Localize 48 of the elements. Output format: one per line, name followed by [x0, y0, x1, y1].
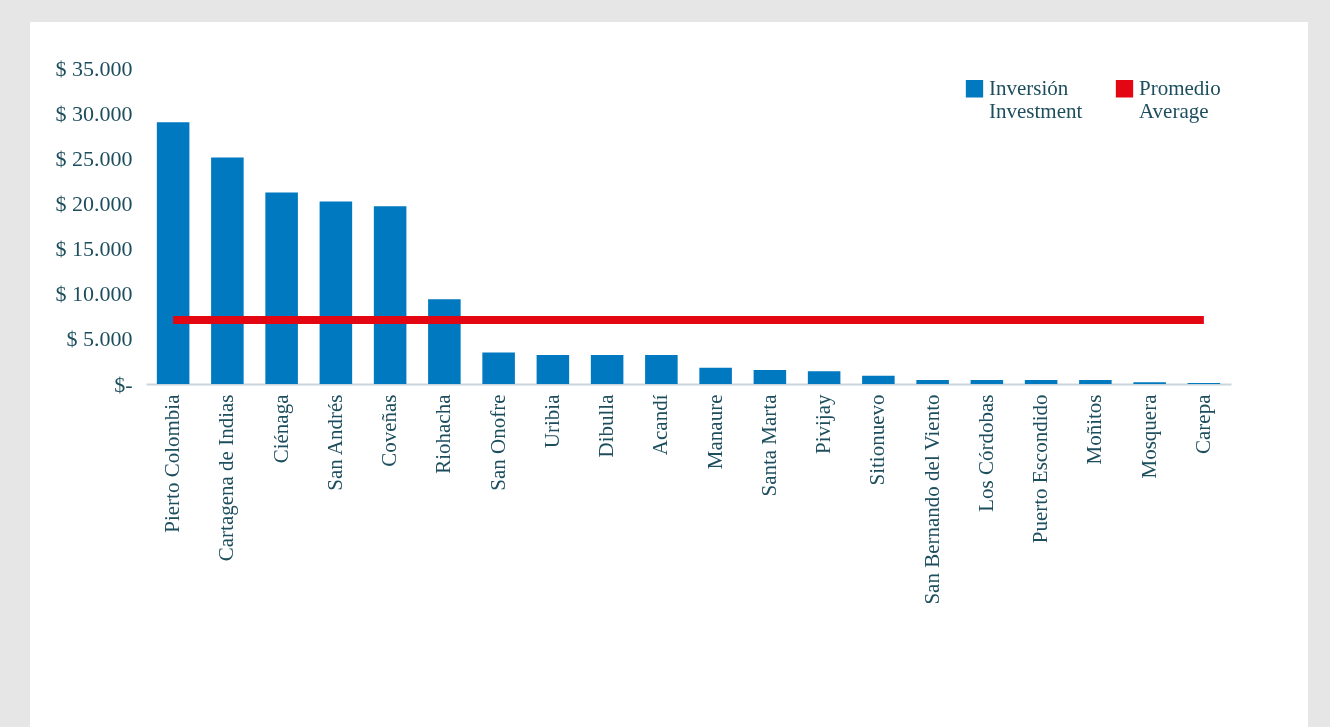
bar [536, 355, 570, 384]
bar [970, 379, 1004, 384]
bar [753, 370, 787, 384]
x-tick-label: Coveñas [377, 394, 402, 467]
y-tick-label: $ 25.000 [55, 145, 133, 171]
x-tick-label: Uribia [539, 393, 564, 449]
y-tick-label: $ 15.000 [55, 236, 133, 262]
y-tick-label: $ 35.000 [55, 55, 133, 81]
x-tick-label: San Andrés [322, 394, 347, 491]
bar [862, 375, 895, 384]
x-tick-label: Santa Marta [756, 393, 781, 497]
legend-label: Promedio Average [1139, 75, 1221, 123]
x-tick-label: Carepa [1190, 393, 1215, 454]
x-tick-label: Manaure [702, 394, 727, 470]
x-tick-label: San Bernando del Viento [919, 394, 944, 605]
bar [428, 299, 461, 384]
bar [482, 352, 515, 384]
x-tick-label: Ciénaga [268, 393, 293, 464]
x-tick-label: Puerto Escondido [1028, 394, 1053, 544]
bar [319, 201, 353, 384]
bar [211, 157, 244, 384]
bar [699, 367, 732, 384]
y-tick-label: $ 10.000 [55, 281, 133, 307]
x-tick-label: Sitionuevo [865, 394, 890, 486]
x-tick-label: Los Córdobas [973, 394, 998, 512]
x-tick-label: Acandí [648, 394, 673, 456]
x-tick-label: Moñitos [1082, 394, 1107, 465]
bar [373, 206, 407, 384]
x-tick-label: San Onofre [485, 394, 510, 491]
x-tick-label: Pivijay [811, 394, 836, 455]
y-tick-label: $- [114, 371, 133, 397]
x-tick-label: Riohacha [431, 393, 456, 474]
y-tick-label: $ 5.000 [66, 326, 133, 352]
x-tick-label: Pierto Colombia [160, 393, 185, 533]
y-tick-label: $ 20.000 [55, 190, 133, 216]
bar [916, 379, 949, 384]
x-tick-label: Cartagena de Indias [214, 394, 239, 562]
bar [590, 355, 624, 384]
bar [1079, 379, 1112, 384]
bar [156, 122, 190, 384]
bar [265, 192, 298, 384]
bar [1024, 379, 1058, 384]
legend-label: Inversión Investment [989, 75, 1083, 123]
x-tick-label: Dibulla [594, 393, 619, 458]
bar [807, 371, 841, 384]
bar [645, 355, 678, 384]
y-tick-label: $ 30.000 [55, 100, 133, 126]
x-tick-label: Mosquera [1136, 393, 1161, 479]
